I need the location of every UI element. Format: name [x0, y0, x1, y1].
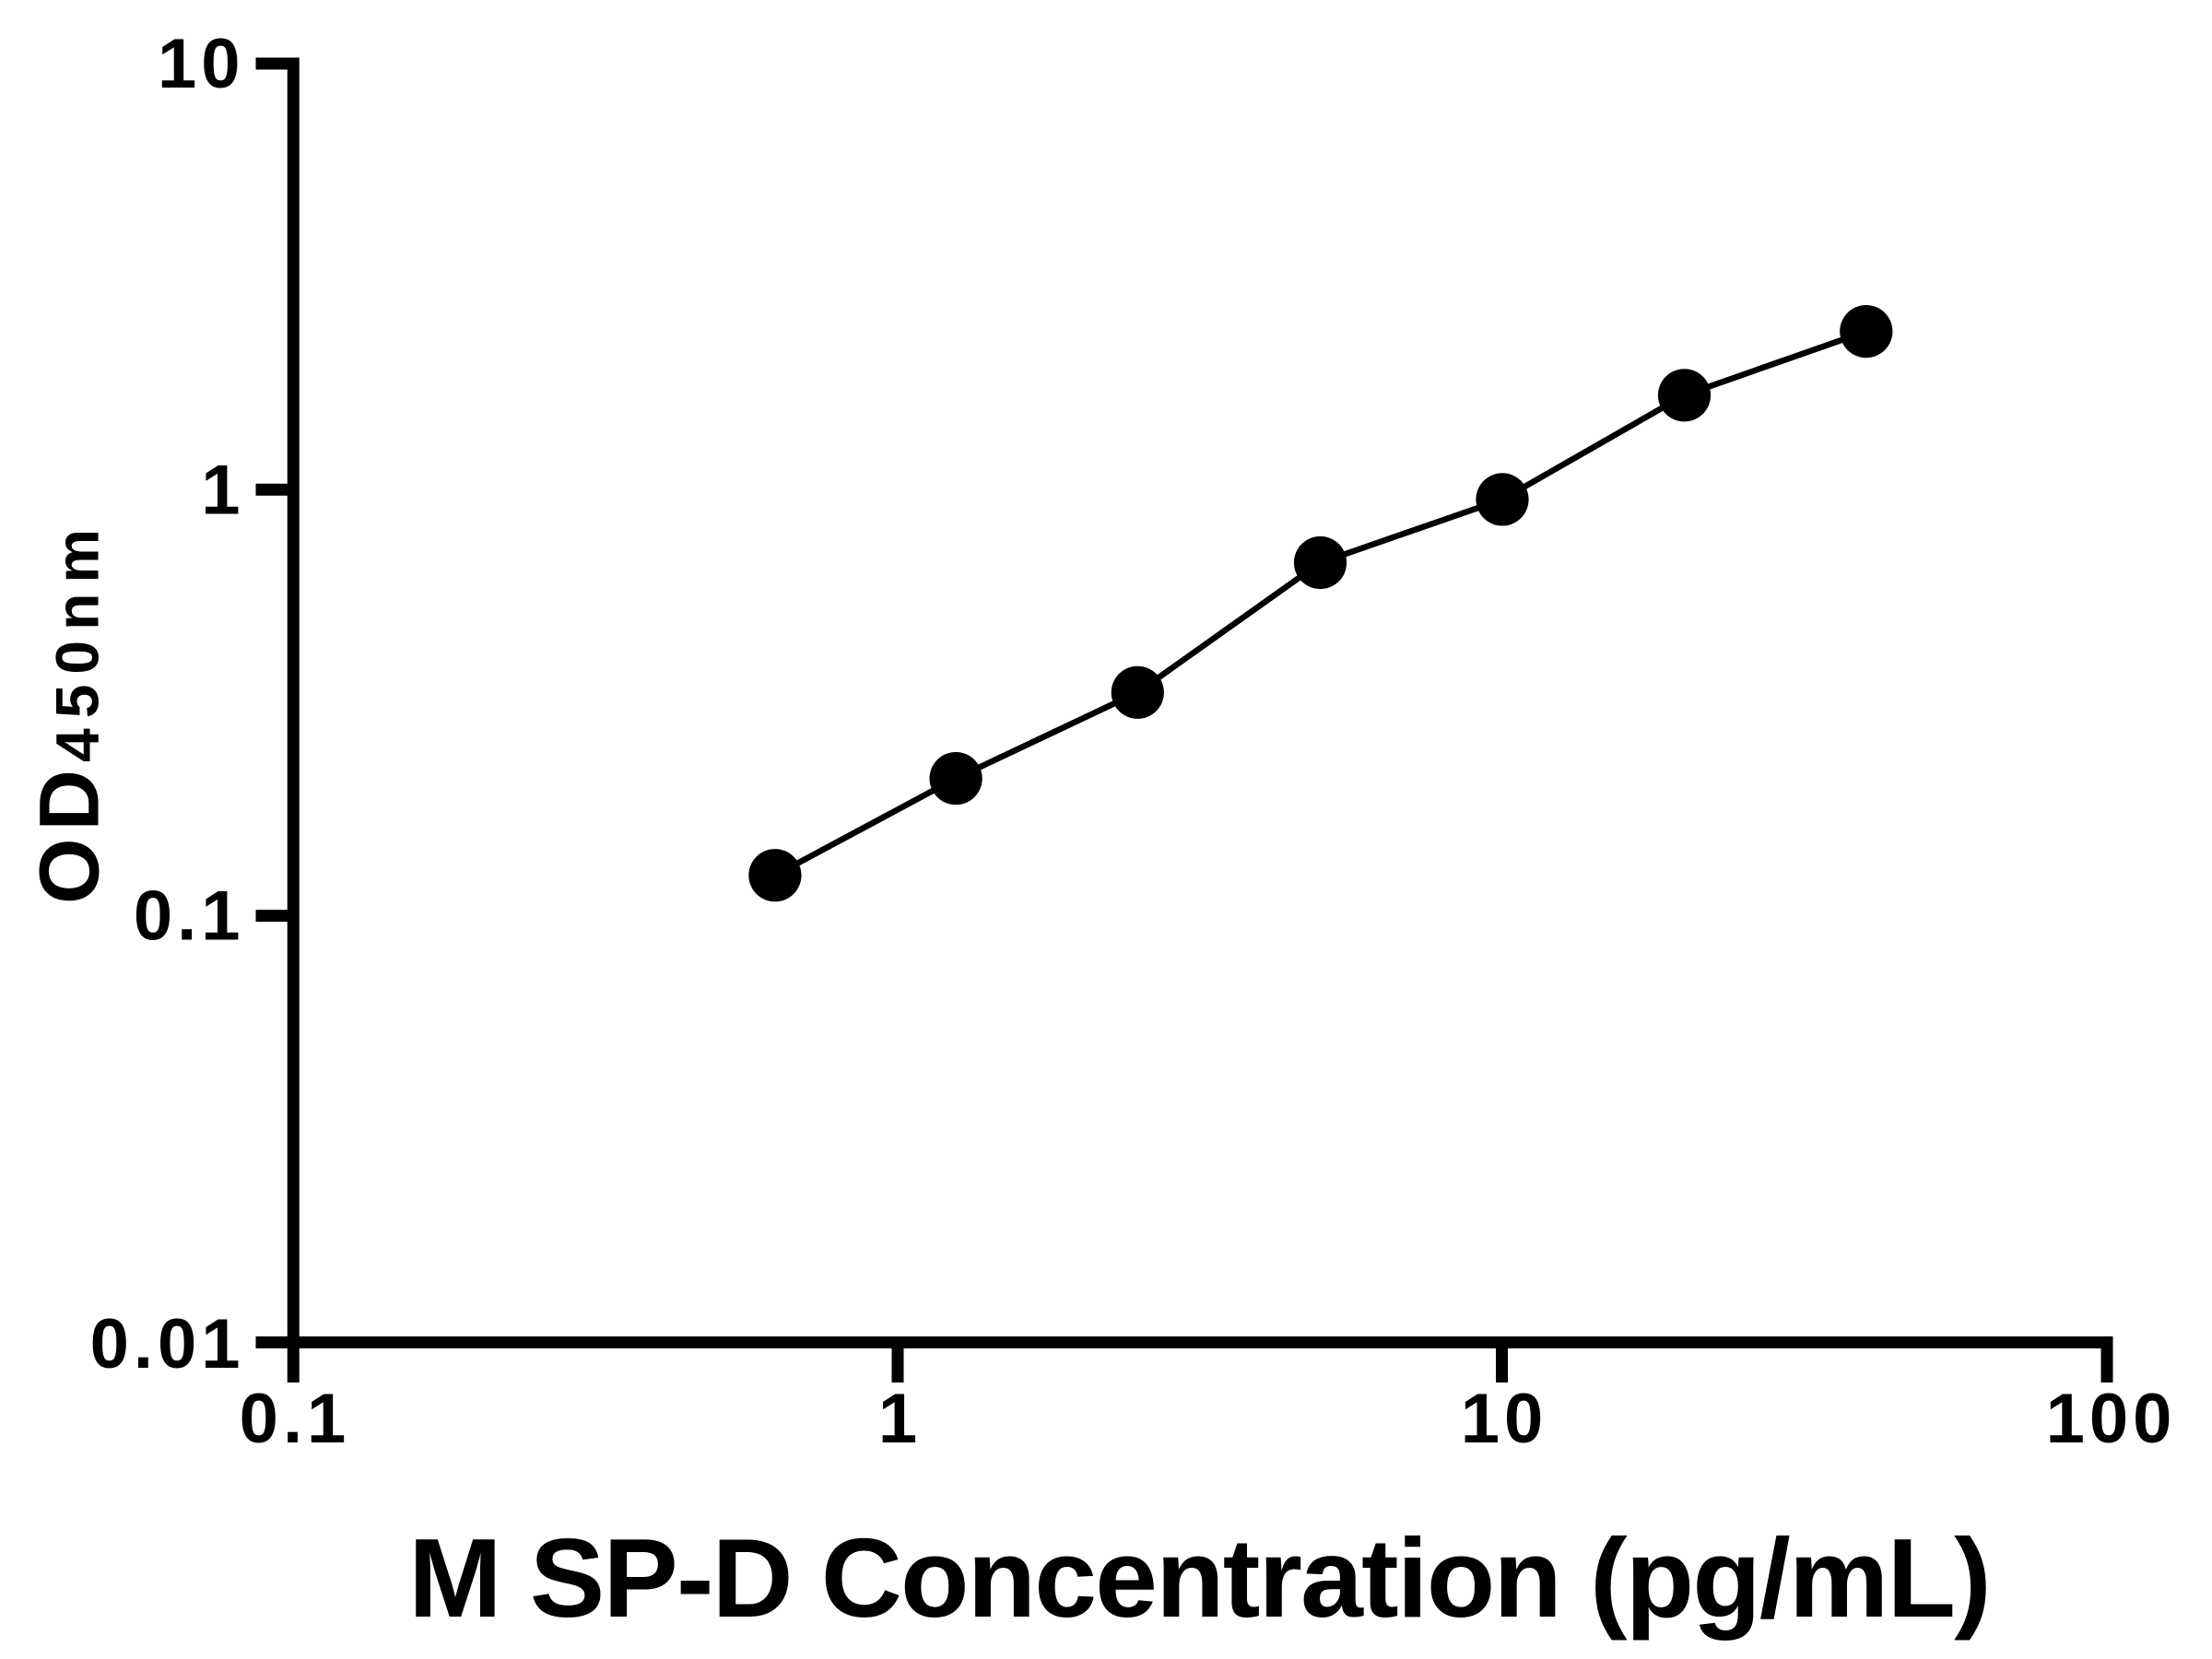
svg-text:0.01: 0.01	[90, 1305, 245, 1383]
svg-text:10: 10	[158, 25, 245, 103]
svg-text:1: 1	[201, 451, 244, 529]
svg-text:M SP-D Concentration (pg/mL): M SP-D Concentration (pg/mL)	[408, 1515, 1990, 1641]
svg-text:1: 1	[878, 1380, 922, 1458]
svg-text:0.1: 0.1	[134, 877, 245, 956]
svg-text:10: 10	[1461, 1380, 1548, 1458]
svg-text:0.1: 0.1	[240, 1380, 351, 1458]
svg-text:100: 100	[2046, 1380, 2177, 1458]
